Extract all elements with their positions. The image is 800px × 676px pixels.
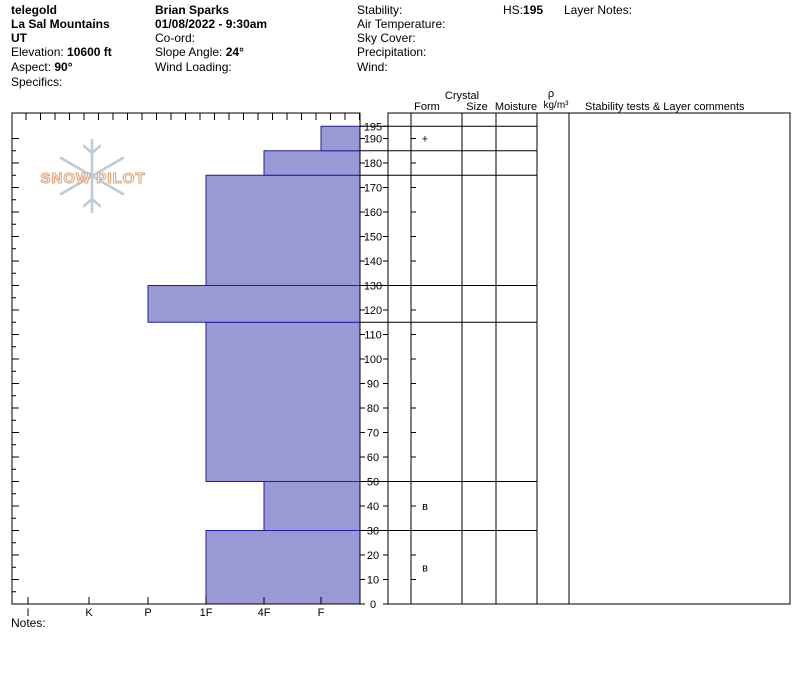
- wind-loading-label: Wind Loading:: [155, 60, 232, 74]
- size-header: Size: [466, 101, 487, 113]
- height-label: 90: [367, 379, 379, 391]
- slope-angle-label: Slope Angle:: [155, 45, 223, 59]
- hardness-label: P: [144, 607, 151, 619]
- height-label: 0: [370, 599, 376, 611]
- height-label: 140: [364, 256, 382, 268]
- notes-label: Notes:: [11, 616, 46, 630]
- snow-height: HS:195: [503, 3, 543, 17]
- hs-label: HS:: [503, 3, 524, 17]
- hardness-bar: [205, 174, 361, 286]
- sky-cover-label: Sky Cover:: [357, 31, 416, 45]
- hs-value: 195: [523, 3, 544, 17]
- density-unit: kg/m³: [544, 100, 570, 111]
- hardness-bar: [147, 285, 361, 323]
- hardness-bar: [263, 150, 361, 176]
- aspect: Aspect: 90°: [11, 60, 73, 74]
- height-label: 40: [367, 501, 379, 513]
- precipitation-label: Precipitation:: [357, 45, 427, 59]
- height-label: 195: [364, 121, 382, 133]
- height-label: 50: [367, 477, 379, 489]
- height-label: 120: [364, 305, 382, 317]
- elevation: Elevation: 10600 ft: [11, 45, 112, 59]
- specifics-label: Specifics:: [11, 75, 63, 89]
- height-label: 110: [364, 330, 382, 342]
- grain-form-symbol: +: [422, 134, 428, 146]
- mountain-range: La Sal Mountains: [11, 17, 110, 31]
- slope-angle: Slope Angle: 24°: [155, 45, 244, 59]
- hardness-label: F: [318, 607, 325, 619]
- hardness-bar: [205, 321, 361, 482]
- height-label: 10: [367, 575, 379, 587]
- state: UT: [11, 31, 27, 45]
- height-label: 150: [364, 232, 382, 244]
- form-header: Form: [414, 101, 440, 113]
- observer-name: Brian Sparks: [155, 3, 230, 17]
- snowflake-icon: [59, 138, 125, 214]
- stability-comments-header: Stability tests & Layer comments: [585, 101, 745, 113]
- hardness-label: 4F: [258, 607, 271, 619]
- grain-form-symbol: ʙ: [422, 562, 428, 574]
- snowpilot-logo: SNOW PILOT: [41, 170, 146, 187]
- height-label: 160: [364, 207, 382, 219]
- height-label: 130: [364, 281, 382, 293]
- height-label: 60: [367, 452, 379, 464]
- site-name: telegold: [11, 3, 58, 17]
- snow-profile-chart: SNOW PILOT I K P 1F 4F F 0 10 20 30 40 50 60 70 80 90 1…: [11, 88, 791, 619]
- aspect-value: 90°: [54, 60, 73, 74]
- hardness-bar: [263, 481, 361, 531]
- height-label: 180: [364, 158, 382, 170]
- hardness-label: 1F: [200, 607, 213, 619]
- observation-datetime: 01/08/2022 - 9:30am: [155, 17, 268, 31]
- aspect-label: Aspect:: [11, 60, 52, 74]
- hardness-label: K: [85, 607, 93, 619]
- elevation-value: 10600 ft: [67, 45, 112, 59]
- height-label: 80: [367, 403, 379, 415]
- wind-label: Wind:: [357, 60, 388, 74]
- moisture-header: Moisture: [495, 101, 537, 113]
- crystal-table-frame: [387, 112, 791, 605]
- hardness-label: I: [26, 607, 29, 619]
- crystal-header: Crystal: [445, 90, 479, 102]
- coord-label: Co-ord:: [155, 31, 196, 45]
- hardness-bar: [320, 125, 361, 152]
- height-label: 100: [364, 354, 382, 366]
- height-label: 190: [364, 134, 382, 146]
- height-label: 20: [367, 550, 379, 562]
- air-temperature-label: Air Temperature:: [357, 17, 446, 31]
- grain-form-symbol: ʙ: [422, 501, 428, 513]
- density-symbol: ρ: [548, 88, 554, 100]
- slope-angle-value: 24°: [225, 45, 244, 59]
- height-label: 30: [367, 526, 379, 538]
- elevation-label: Elevation:: [11, 45, 64, 59]
- layer-notes-label: Layer Notes:: [564, 3, 633, 17]
- hardness-bar: [205, 530, 361, 605]
- height-label: 170: [364, 183, 382, 195]
- stability-label: Stability:: [357, 3, 403, 17]
- height-label: 70: [367, 428, 379, 440]
